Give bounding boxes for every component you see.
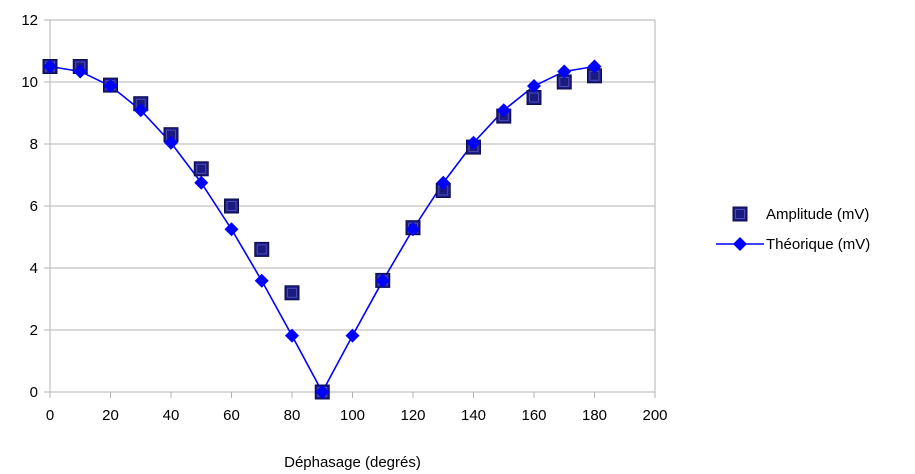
theorique-point-110 xyxy=(375,273,390,288)
amplitude-point-60-inner xyxy=(226,201,237,211)
theorique-point-180 xyxy=(587,59,602,74)
legend-item-amplitude: Amplitude (mV) xyxy=(732,206,869,223)
amplitude-point-70-outer xyxy=(254,241,270,257)
theorique-point-160 xyxy=(527,79,541,94)
amplitude-point-40 xyxy=(163,127,179,143)
theorique-point-60 xyxy=(224,222,239,237)
theorique-point-20 xyxy=(103,79,118,94)
theorique-point-130 xyxy=(436,175,451,190)
amplitude-point-80 xyxy=(284,285,300,301)
theorique-point-0 xyxy=(43,59,57,74)
theorique-point-30 xyxy=(133,103,148,118)
y-tick-label-10: 10 xyxy=(21,74,38,91)
theorique-point-120 xyxy=(406,222,420,237)
x-tick-label-0: 0 xyxy=(46,407,54,424)
y-tick-label-0: 0 xyxy=(30,384,38,401)
theorique-point-80 xyxy=(285,328,299,343)
theorique-point-150 xyxy=(496,103,511,118)
x-tick-label-180: 180 xyxy=(582,407,607,424)
amplitude-point-80-inner xyxy=(287,287,297,298)
x-tick-label-60: 60 xyxy=(223,407,240,424)
theorique-line-group xyxy=(49,65,595,394)
legend-marker-amplitude-inner xyxy=(735,209,745,219)
y-tick-label-12: 12 xyxy=(21,12,38,29)
x-axis-title: Déphasage (degrés) xyxy=(284,454,421,471)
x-tick-label-160: 160 xyxy=(521,407,546,424)
x-tick-label-80: 80 xyxy=(284,407,301,424)
legend-marker-amplitude-outer xyxy=(732,206,748,222)
amplitude-point-70 xyxy=(254,241,270,257)
x-tick-label-120: 120 xyxy=(400,407,425,424)
x-tick-label-200: 200 xyxy=(642,407,667,424)
y-tick-label-6: 6 xyxy=(30,198,38,215)
grid-lines xyxy=(50,19,655,331)
theorique-series-line xyxy=(49,65,595,394)
legend-label-theorique: Théorique (mV) xyxy=(766,236,870,253)
legend-marker-amplitude xyxy=(732,206,748,222)
amplitude-point-60 xyxy=(224,198,239,214)
amplitude-point-80-outer xyxy=(284,285,300,301)
x-tick-label-40: 40 xyxy=(163,407,180,424)
amplitude-point-60-outer xyxy=(224,198,239,214)
legend-label-amplitude: Amplitude (mV) xyxy=(766,206,869,223)
x-tick-label-20: 20 xyxy=(102,407,119,424)
y-tick-label-2: 2 xyxy=(30,322,38,339)
theorique-point-70 xyxy=(254,273,269,288)
theorique-point-90 xyxy=(315,385,330,399)
amplitude-point-70-inner xyxy=(256,244,267,255)
theorique-point-10 xyxy=(73,64,88,79)
legend-item-theorique: Théorique (mV) xyxy=(716,236,870,253)
theorique-point-100 xyxy=(345,328,360,343)
y-tick-label-4: 4 xyxy=(30,260,38,277)
x-tick-label-140: 140 xyxy=(461,407,486,424)
legend-marker-theorique xyxy=(733,237,747,251)
theorique-point-140 xyxy=(466,135,481,150)
amplitude-point-50-inner xyxy=(196,163,207,174)
x-tick-label-100: 100 xyxy=(340,407,365,424)
y-tick-label-8: 8 xyxy=(30,136,38,153)
amplitude-point-50 xyxy=(193,161,209,177)
axes xyxy=(44,19,656,398)
markers-group xyxy=(42,59,602,400)
legend: Amplitude (mV) Théorique (mV) xyxy=(716,206,870,253)
theorique-point-170 xyxy=(557,64,572,79)
theorique-point-50 xyxy=(194,175,209,190)
theorique-point-40 xyxy=(164,135,178,150)
